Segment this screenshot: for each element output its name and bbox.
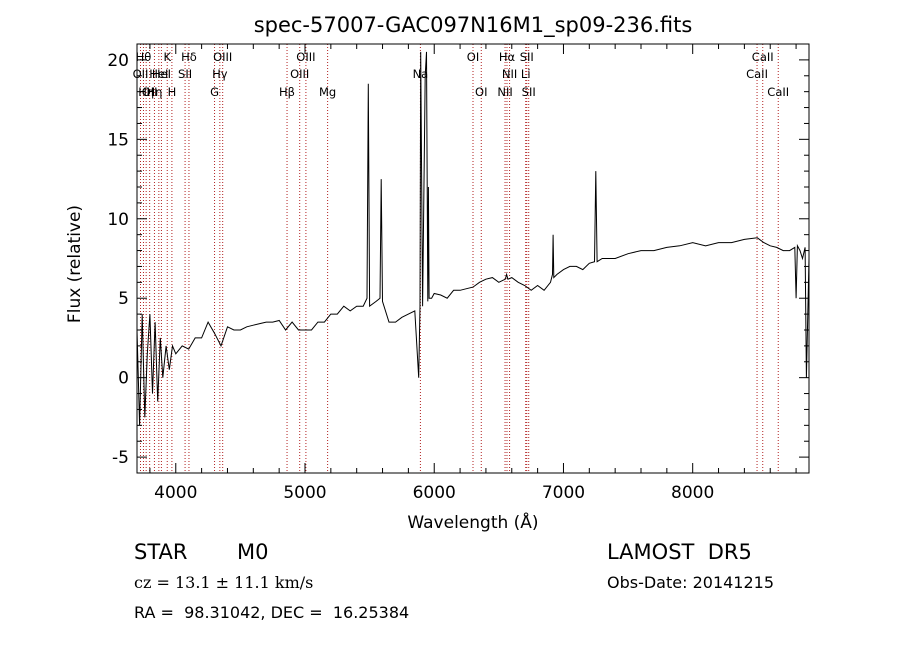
spectral-line-label: OII <box>142 85 158 99</box>
y-axis-label: Flux (relative) <box>65 205 85 323</box>
spectral-line-label: OIII <box>296 50 315 64</box>
spectral-line-label: HeI <box>152 67 171 81</box>
x-tick-label: 8000 <box>671 483 714 503</box>
coordinates-text: RA = 98.31042, DEC = 16.25384 <box>134 603 410 622</box>
chart-title: spec-57007-GAC097N16M1_sp09-236.fits <box>254 13 693 38</box>
spectral-line-label: Hη <box>146 85 162 99</box>
spectral-line-label: Mg <box>319 85 336 99</box>
spectral-line-label: OI <box>475 85 487 99</box>
spectral-line-label: G <box>210 85 219 99</box>
spectral-line-label: SII <box>178 67 192 81</box>
spectral-line-label: NII <box>502 67 517 81</box>
spectral-line-label: Hβ <box>279 85 295 99</box>
y-tick-label: 20 <box>107 51 129 71</box>
spectral-line-label: K <box>163 50 171 64</box>
y-axis-ticks: -5 0 5 10 15 20 <box>107 43 809 474</box>
x-axis-label: Wavelength (Å) <box>407 511 538 533</box>
spectral-line-label: NII <box>497 85 512 99</box>
plot-frame <box>136 43 810 474</box>
spectral-line-label: H <box>168 85 177 99</box>
x-axis-ticks: 4000 5000 6000 7000 8000 <box>149 44 797 503</box>
x-tick-label: 7000 <box>542 483 585 503</box>
x-tick-label: 4000 <box>154 483 197 503</box>
spectral-line-label: Hη <box>138 85 154 99</box>
spectral-line-label: CaII <box>752 50 774 64</box>
spectral-line-label: Li <box>521 67 531 81</box>
y-tick-label: -5 <box>112 448 129 468</box>
spectral-line-label: Hγ <box>212 67 228 81</box>
object-class: STAR <box>134 540 188 564</box>
spectral-line-label: SII <box>522 85 536 99</box>
spectral-line-label: SII <box>520 50 534 64</box>
spectral-line-label: Hδ <box>181 50 197 64</box>
x-tick-label: 6000 <box>413 483 456 503</box>
spectrum-line <box>136 51 810 426</box>
survey-name: LAMOST DR5 <box>607 540 752 564</box>
x-tick-label: 5000 <box>283 483 326 503</box>
spectral-line-label: OI <box>467 50 479 64</box>
spectral-line-label: CaII <box>767 85 789 99</box>
y-tick-label: 5 <box>118 289 129 309</box>
spectral-line-label: OIII <box>290 67 309 81</box>
spectral-line-label: Hθ <box>136 50 152 64</box>
spectral-line-label: CaII <box>746 67 768 81</box>
y-tick-label: 15 <box>107 130 129 150</box>
spectral-line-markers <box>139 44 779 473</box>
spectral-line-label: OIII <box>213 50 232 64</box>
observation-date: Obs-Date: 20141215 <box>607 573 775 592</box>
redshift-text: cz = 13.1 ± 11.1 km/s <box>134 573 314 592</box>
object-subclass: M0 <box>237 540 269 564</box>
spectral-line-label: Hα <box>499 50 516 64</box>
spectral-line-label: OII <box>133 67 149 81</box>
spectral-line-label: HeI <box>149 67 168 81</box>
y-tick-label: 0 <box>118 369 129 389</box>
spectral-line-labels: OIIHθHηOIIHηHeIHeIKHSIIHδGHγOIIIHβOIIIOI… <box>133 50 790 99</box>
y-tick-label: 10 <box>107 210 129 230</box>
